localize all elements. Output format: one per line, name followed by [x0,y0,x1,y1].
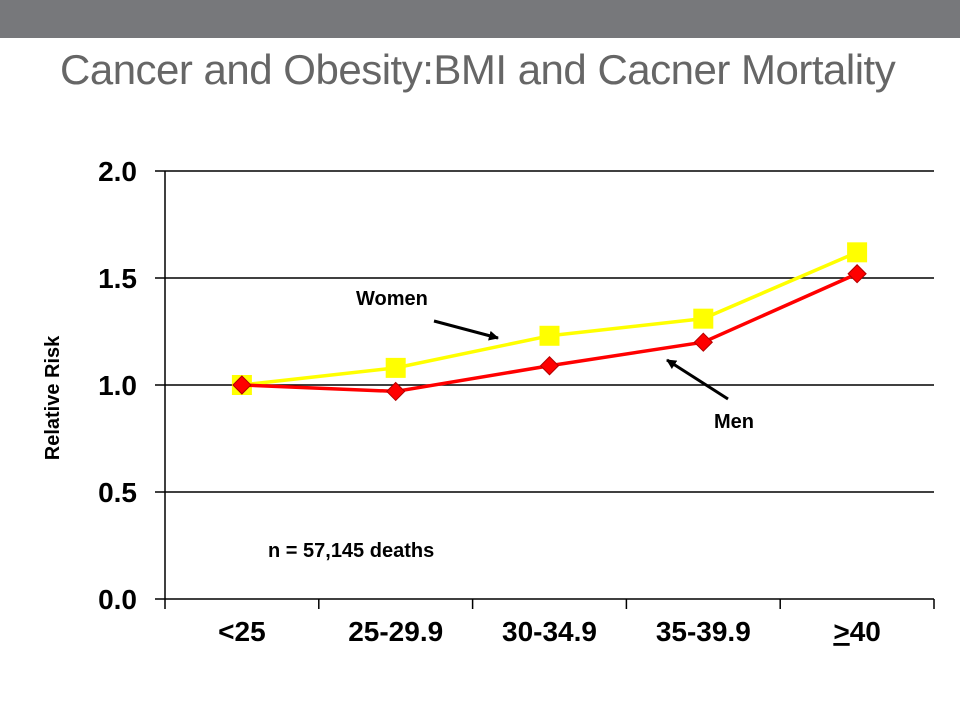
arrow-men [666,358,729,401]
sample-size-annotation: n = 57,145 deaths [268,540,434,562]
gridlines [165,170,934,493]
y-tick-label: 2.0 [98,156,137,187]
y-tick-label: 0.5 [98,477,137,508]
x-tick-label: >40 [833,616,881,647]
series [231,242,868,402]
x-tick-label: 25-29.9 [348,616,443,647]
y-axis-label: Relative Risk [42,335,64,460]
series-label-men: Men [714,411,754,433]
data-point-women [847,242,868,263]
slide-title: Cancer and Obesity:BMI and Cacner Mortal… [60,46,896,93]
data-point-men [539,356,560,376]
axes: 0.0 0.5 1.0 1.5 2.0 <25 25-29.9 30-34.9 35-39.9 >… [98,156,935,647]
data-point-men [232,375,252,395]
data-point-women [693,308,714,329]
y-tick-label: 1.5 [98,263,137,294]
data-point-men [847,264,867,284]
y-tick-label: 1.0 [98,370,137,401]
x-tick-label: <25 [218,616,266,647]
x-tick-label: 30-34.9 [502,616,597,647]
slide-header-bar [0,0,960,38]
data-point-women [385,357,406,378]
data-point-men [385,381,406,402]
arrow-women [433,319,499,341]
data-point-women [539,325,560,346]
x-tick-label: 35-39.9 [656,616,751,647]
series-label-women: Women [356,288,428,310]
y-tick-label: 0.0 [98,584,137,615]
data-point-men [693,332,714,352]
